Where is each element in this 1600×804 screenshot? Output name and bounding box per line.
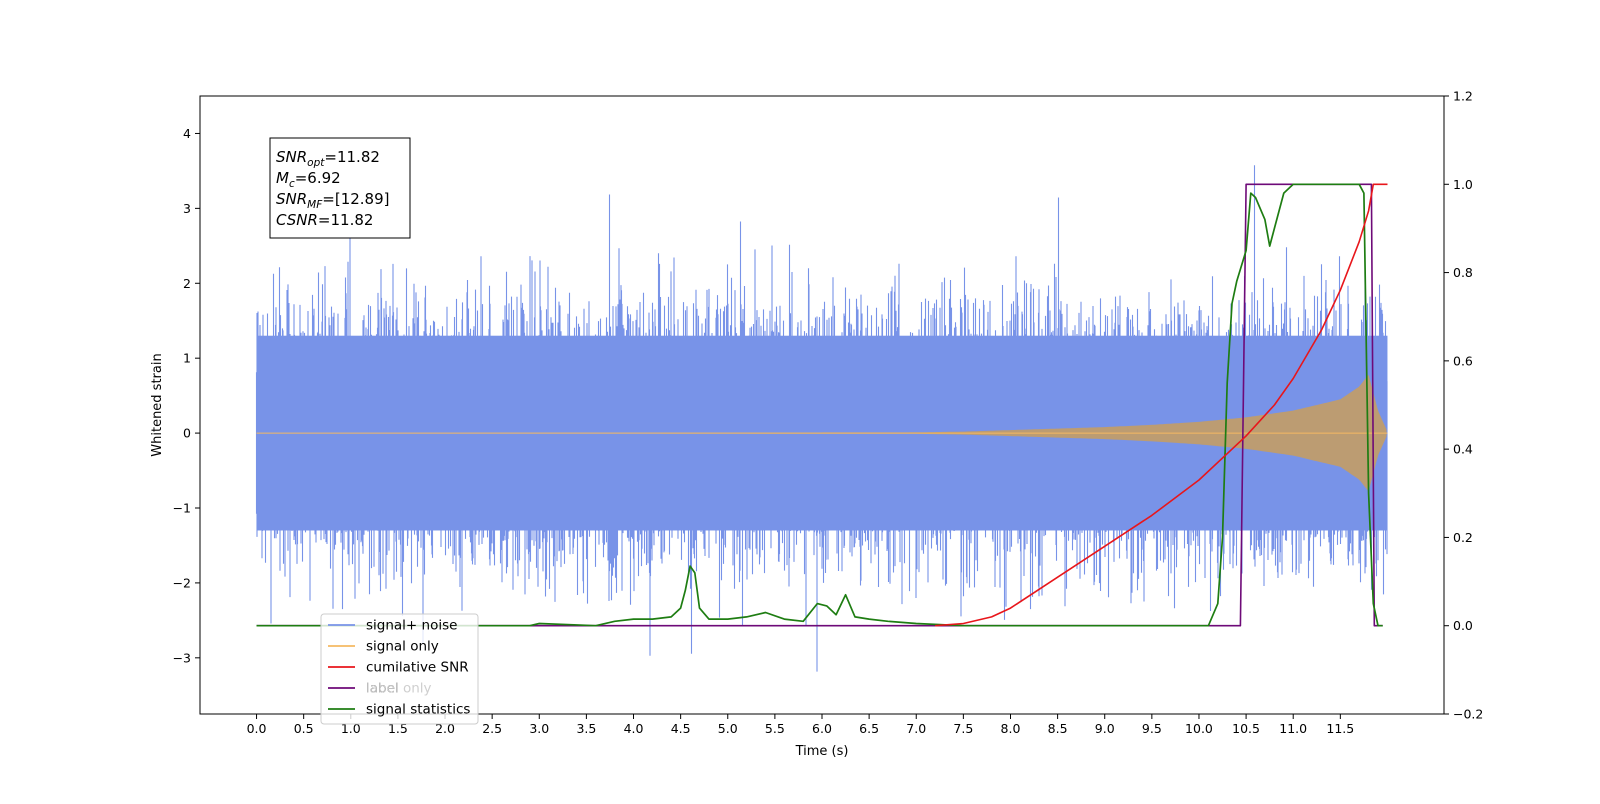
x-tick-label: 7.0 [906, 721, 926, 736]
x-tick-label: 6.5 [859, 721, 879, 736]
annotation-frame [269, 137, 411, 239]
x-tick-label: 8.0 [1001, 721, 1021, 736]
annotation-sub: opt [307, 157, 325, 169]
y-tick-label: −1 [173, 501, 191, 516]
legend-entry: signal+ noise [366, 618, 457, 634]
y2-tick-label: 0.4 [1453, 442, 1473, 457]
legend-entry: signal statistics [366, 702, 470, 718]
y2-tick-label: 0.6 [1453, 353, 1473, 368]
x-tick-label: 0.5 [294, 721, 314, 736]
x-tick-label: 3.0 [529, 721, 549, 736]
annotation-value: =11.82 [318, 211, 374, 229]
x-tick-label: 4.0 [624, 721, 644, 736]
annotation-line: Mc=6.92 [276, 169, 341, 190]
x-tick-label: 9.5 [1142, 721, 1162, 736]
y-tick-label: 4 [183, 126, 191, 141]
y-axis-left: −3 −2 −1 0 1 2 3 4 [173, 126, 200, 665]
x-tick-label: 1.5 [388, 721, 408, 736]
x-axis-label: Time (s) [795, 744, 849, 759]
x-tick-label: 2.0 [435, 721, 455, 736]
annotation-base: SNR [276, 148, 307, 166]
x-tick-label: 2.5 [482, 721, 502, 736]
annotation-value: =[12.89] [322, 190, 389, 208]
y2-tick-label: 1.2 [1453, 89, 1473, 104]
annotation-box: SNRopt=11.82Mc=6.92SNRMF=[12.89]CSNR=11.… [269, 137, 411, 239]
y-tick-label: −3 [173, 650, 191, 665]
x-tick-label: 11.0 [1279, 721, 1307, 736]
x-tick-label: 4.5 [671, 721, 691, 736]
annotation-sub: MF [307, 199, 323, 211]
y2-tick-label: 0.0 [1453, 618, 1473, 633]
annotation-line: SNRopt=11.82 [276, 148, 380, 169]
y2-tick-label: −0.2 [1453, 707, 1483, 722]
annotation-line: CSNR=11.82 [276, 211, 373, 229]
x-tick-label: 0.0 [247, 721, 267, 736]
x-tick-label: 1.0 [341, 721, 361, 736]
y2-tick-label: 1.0 [1453, 177, 1473, 192]
legend-entry: signal only [366, 639, 439, 655]
legend-entry: label [366, 681, 399, 697]
legend-entry: label only [366, 681, 432, 697]
y-tick-label: 3 [183, 201, 191, 216]
x-tick-label: 8.5 [1048, 721, 1068, 736]
annotation-line: SNRMF=[12.89] [276, 190, 390, 211]
x-tick-label: 11.5 [1326, 721, 1354, 736]
y-axis-right: −0.2 0.0 0.2 0.4 0.6 0.8 1.0 1.2 [1444, 89, 1483, 722]
x-tick-label: 7.5 [953, 721, 973, 736]
series-cumulative-snr [935, 183, 1388, 627]
x-tick-label: 6.0 [812, 721, 832, 736]
annotation-value: =6.92 [295, 169, 341, 187]
series-layer [255, 165, 1388, 672]
y2-tick-label: 0.8 [1453, 265, 1473, 280]
x-tick-label: 5.5 [765, 721, 785, 736]
y-tick-label: 2 [183, 276, 191, 291]
series-signal-statistics [256, 183, 1383, 627]
x-tick-label: 10.5 [1232, 721, 1260, 736]
y-axis-label: Whitened strain [150, 353, 165, 456]
legend-entry: cumilative SNR [366, 660, 469, 676]
legend-frame [320, 613, 479, 725]
x-tick-label: 10.0 [1185, 721, 1213, 736]
annotation-base: M [276, 169, 289, 187]
x-tick-label: 9.0 [1095, 721, 1115, 736]
x-axis: 0.0 0.5 1.0 1.5 2.0 2.5 3.0 3.5 4.0 4.5 5.0 5.5 6.0 6… [247, 714, 1354, 736]
y-tick-label: 0 [183, 426, 191, 441]
y-tick-label: 1 [183, 351, 191, 366]
y-tick-label: −2 [173, 575, 191, 590]
annotation-value: =11.82 [324, 148, 380, 166]
x-tick-label: 3.5 [576, 721, 596, 736]
y2-tick-label: 0.2 [1453, 530, 1473, 545]
x-tick-label: 5.0 [718, 721, 738, 736]
annotation-base: CSNR [276, 211, 318, 229]
annotation-base: SNR [276, 190, 307, 208]
legend: signal+ noise signal only cumilative SNR la… [320, 613, 479, 725]
annotation-sub: c [289, 178, 295, 190]
